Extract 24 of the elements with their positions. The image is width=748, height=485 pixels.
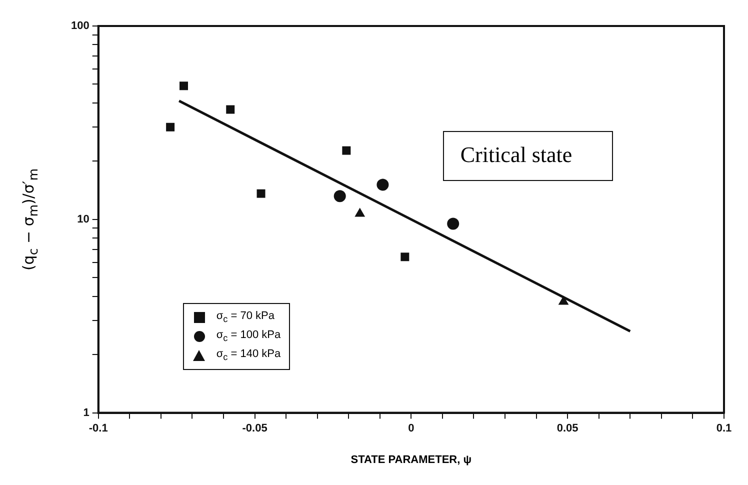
y-tick-label: 1 <box>83 406 90 419</box>
x-tick-label: 0.1 <box>716 422 732 434</box>
x-tick-label: -0.05 <box>242 422 268 434</box>
point <box>447 218 460 230</box>
point <box>226 105 235 114</box>
legend-label: σ$_{c}$ = 70 kPa <box>216 308 275 326</box>
point <box>334 190 346 202</box>
y-tick-label: 10 <box>77 213 90 226</box>
x-tick-label: 0 <box>408 422 414 434</box>
point <box>256 189 266 198</box>
y-tick-label: 100 <box>70 20 90 32</box>
point <box>180 82 188 90</box>
x-tick-label: 0.05 <box>556 422 578 434</box>
point <box>376 178 389 191</box>
point <box>400 252 410 262</box>
legend-label: σ$_{c}$ = 140 kPa <box>216 347 281 364</box>
point <box>342 146 351 155</box>
point <box>558 296 569 305</box>
x-tick-label: -0.1 <box>88 422 108 434</box>
legend-label: σ$_{c}$ = 100 kPa <box>216 328 281 346</box>
point <box>354 208 366 217</box>
x-axis-title: STATE PARAMETER, ψ <box>350 454 473 466</box>
point <box>166 122 175 132</box>
annotation: Critical state <box>443 131 614 181</box>
